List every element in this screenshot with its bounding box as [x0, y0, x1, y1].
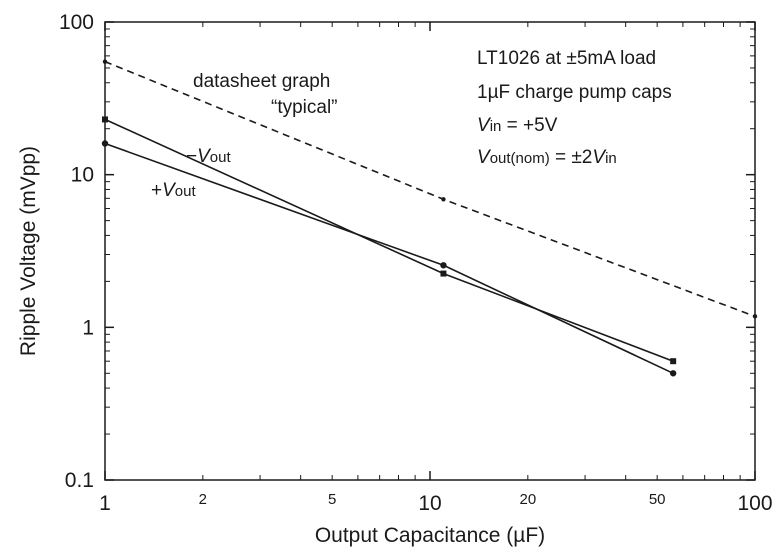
x-tick-label: 50 [649, 491, 666, 508]
x-tick-label: 1 [99, 492, 111, 515]
x-axis-label: Output Capacitance (µF) [315, 524, 545, 547]
series-1-point [440, 270, 447, 277]
series-line-2 [104, 142, 674, 375]
y-tick-label: 1 [82, 316, 94, 339]
y-tick-label: 0.1 [65, 469, 94, 492]
series-2-point [440, 262, 447, 269]
x-tick-label: 100 [737, 492, 772, 515]
series-label-typical-line1: datasheet graph [193, 71, 330, 92]
series-label-pos-vout: +Vout [151, 180, 196, 201]
x-tick-label: 20 [519, 491, 536, 508]
x-tick-label: 2 [199, 491, 207, 508]
annotation-line-3: Vin = +5V [477, 115, 558, 136]
annotation-line-2: 1µF charge pump caps [477, 82, 672, 103]
series-2-point [101, 140, 109, 147]
series-0-point [102, 59, 108, 64]
y-axis-label: Ripple Voltage (mVpp) [17, 146, 40, 356]
series-label-typical-line2: “typical” [271, 97, 338, 118]
annotation-line-1: LT1026 at ±5mA load [477, 48, 656, 69]
y-tick-label: 10 [71, 164, 94, 187]
series-0-point [752, 314, 758, 319]
annotation-line-4: Vout(nom) = ±2Vin [477, 147, 617, 168]
x-tick-label: 10 [418, 492, 441, 515]
series-2-point [669, 370, 677, 377]
series-1-point [670, 358, 677, 365]
series-1-point [102, 116, 108, 123]
series-0-point [441, 197, 446, 202]
series-layer [101, 59, 758, 377]
y-tick-label: 100 [59, 11, 94, 34]
series-label-neg-vout: −Vout [186, 146, 231, 167]
x-tick-label: 5 [328, 491, 336, 508]
